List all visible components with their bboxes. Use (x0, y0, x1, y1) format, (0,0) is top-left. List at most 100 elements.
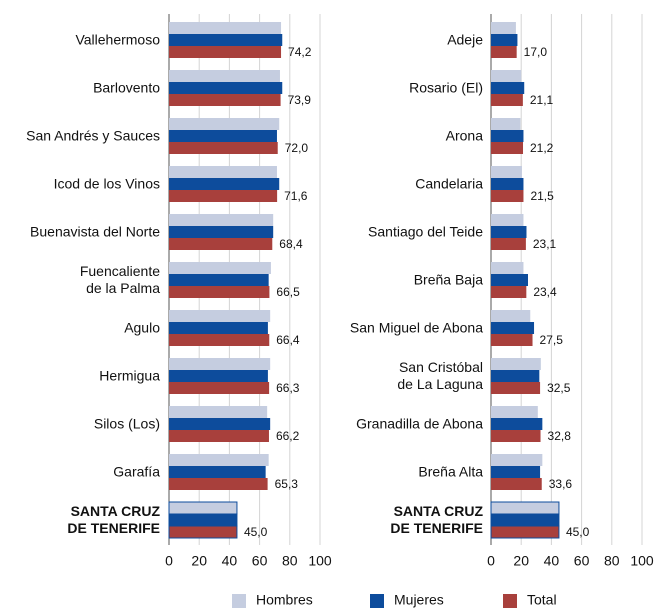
bar (491, 334, 533, 346)
bar (169, 430, 269, 442)
bar (491, 118, 521, 130)
legend-swatch (503, 594, 517, 608)
bar (491, 22, 516, 34)
bar (491, 142, 524, 154)
bar (491, 274, 528, 286)
value-label: 68,4 (279, 237, 303, 251)
bar (491, 46, 517, 58)
value-label: 45,0 (244, 525, 268, 539)
bar (169, 142, 278, 154)
bar (169, 22, 282, 34)
value-label: 27,5 (540, 333, 564, 347)
bar (169, 226, 274, 238)
bar (169, 70, 280, 82)
legend-swatch (370, 594, 384, 608)
category-label: Buenavista del Norte (30, 223, 160, 240)
value-label: 21,1 (530, 93, 554, 107)
bar (168, 513, 238, 527)
value-label: 21,2 (530, 141, 554, 155)
bar (490, 513, 560, 527)
x-tick-label: 100 (308, 553, 332, 569)
bar (491, 406, 538, 418)
value-label: 21,5 (530, 189, 554, 203)
bar (491, 478, 542, 490)
category-label: Vallehermoso (75, 31, 160, 48)
bar (169, 454, 269, 466)
bar (169, 214, 274, 226)
category-label: Rosario (El) (409, 79, 483, 96)
bar (491, 310, 531, 322)
bar (169, 262, 271, 274)
x-tick-label: 80 (282, 553, 298, 569)
value-label: 45,0 (566, 525, 590, 539)
bar (491, 130, 524, 142)
bar (491, 382, 541, 394)
value-label: 66,3 (276, 381, 300, 395)
bar (169, 418, 271, 430)
category-label: Fuencaliente de la Palma (79, 263, 160, 296)
value-label: 71,6 (284, 189, 308, 203)
x-tick-label: 80 (604, 553, 620, 569)
bar (169, 406, 268, 418)
bar (169, 178, 280, 190)
bar (169, 118, 280, 130)
bar (169, 478, 268, 490)
value-label: 73,9 (288, 93, 312, 107)
bar (169, 166, 277, 178)
bar (491, 82, 525, 94)
x-tick-label: 20 (513, 553, 529, 569)
bar (168, 525, 238, 539)
x-tick-label: 60 (574, 553, 590, 569)
bar (169, 130, 277, 142)
bar (491, 214, 524, 226)
legend-label: Hombres (256, 592, 313, 608)
legend-label: Total (527, 592, 557, 608)
category-label: Breña Baja (413, 271, 483, 288)
bar (169, 310, 271, 322)
bar (169, 286, 270, 298)
bar (169, 466, 266, 478)
bar (491, 322, 535, 334)
bar (169, 274, 269, 286)
value-label: 32,5 (547, 381, 571, 395)
bar (491, 94, 523, 106)
category-label: Adeje (447, 31, 483, 48)
category-label: SANTA CRUZ DE TENERIFE (67, 503, 160, 536)
bar (491, 178, 524, 190)
category-label: SANTA CRUZ DE TENERIFE (390, 503, 483, 536)
bar (169, 46, 282, 58)
value-label: 66,4 (276, 333, 300, 347)
value-label: 65,3 (275, 477, 299, 491)
bar (491, 370, 540, 382)
x-tick-label: 40 (544, 553, 560, 569)
legend-swatch (232, 594, 246, 608)
category-label: San Andrés y Sauces (26, 127, 160, 144)
bar (491, 466, 541, 478)
bar (491, 454, 543, 466)
category-label: San Cristóbal de La Laguna (397, 359, 483, 392)
bar (169, 334, 270, 346)
bar (491, 226, 527, 238)
bar (491, 34, 518, 46)
category-label: Candelaria (415, 175, 483, 192)
category-label: Granadilla de Abona (356, 415, 483, 432)
bar (169, 382, 270, 394)
category-label: San Miguel de Abona (349, 319, 483, 336)
legend-label: Mujeres (394, 592, 444, 608)
x-tick-label: 0 (165, 553, 173, 569)
category-label: Hermigua (99, 367, 160, 384)
bar (491, 166, 522, 178)
value-label: 23,4 (533, 285, 557, 299)
bar (169, 358, 271, 370)
value-label: 32,8 (548, 429, 572, 443)
x-tick-label: 20 (191, 553, 207, 569)
bar (169, 238, 273, 250)
bar (491, 418, 543, 430)
bar (491, 430, 541, 442)
value-label: 33,6 (549, 477, 573, 491)
value-label: 17,0 (524, 45, 548, 59)
value-label: 66,5 (276, 285, 300, 299)
bar (169, 190, 278, 202)
value-label: 23,1 (533, 237, 557, 251)
